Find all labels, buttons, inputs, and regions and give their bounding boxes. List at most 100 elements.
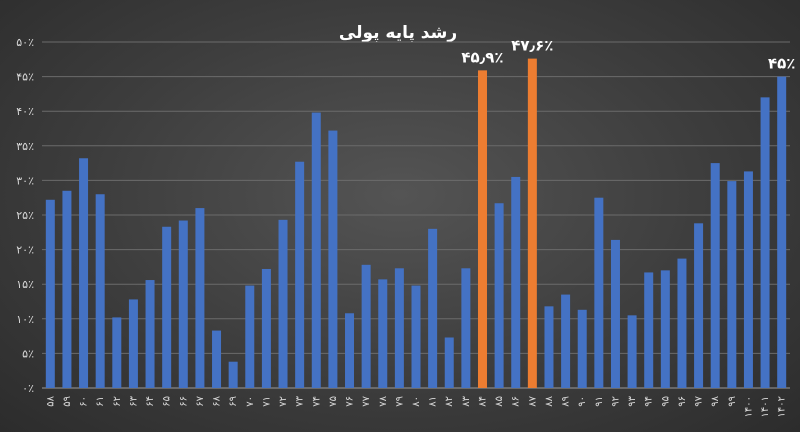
x-tick-label: ۶۰ [79, 396, 90, 407]
bar-27 [494, 203, 504, 388]
x-tick-label: ۸۳ [461, 395, 472, 406]
x-tick-label: ۹۵ [660, 396, 671, 407]
bar-7 [162, 226, 172, 388]
data-labels: ۴۵٫۹٪ ۴۷٫۶٪ ۴۵٪ [461, 37, 795, 73]
x-tick-label: ۷۲ [278, 396, 289, 407]
x-tick-label: ۸۶ [511, 396, 522, 407]
y-tick-label: ۵۰٪ [16, 36, 34, 49]
bar-37 [660, 270, 670, 388]
y-tick-label: ۱۰٪ [16, 313, 34, 326]
bar-0 [45, 199, 55, 388]
bar-26 [477, 70, 487, 388]
bar-9 [195, 208, 205, 388]
bar-38 [677, 258, 687, 388]
bar-30 [544, 306, 554, 388]
bar-32 [577, 309, 587, 388]
x-tick-label: ۶۳ [128, 395, 139, 406]
x-tick-label: ۱۴۰۲ [777, 396, 788, 417]
x-tick-label: ۶۲ [112, 396, 123, 407]
x-tick-label: ۶۵ [162, 396, 173, 407]
bar-28 [511, 176, 521, 388]
y-tick-label: ۱۵٪ [16, 278, 34, 291]
bar-21 [394, 268, 404, 388]
x-tick-label: ۶۱ [95, 396, 106, 407]
bar-25 [461, 268, 471, 388]
y-tick-label: ۳۵٪ [16, 140, 34, 153]
x-tick-label: ۷۵ [328, 396, 339, 407]
x-tick-label: ۷۸ [378, 395, 389, 406]
x-tick-label: ۸۲ [444, 396, 455, 407]
bar-24 [444, 337, 454, 388]
bar-42 [743, 171, 753, 388]
x-tick-label: ۵۹ [62, 396, 73, 407]
x-tick-label: ۹۶ [677, 396, 688, 407]
x-tick-label: ۷۹ [394, 396, 405, 407]
bar-16 [311, 112, 321, 389]
bar-44 [777, 76, 787, 388]
bar-14 [278, 219, 288, 388]
x-tick-label: ۹۴ [644, 396, 655, 407]
bar-4 [112, 317, 122, 388]
x-tick-label: ۸۱ [428, 396, 439, 407]
x-tick-label: ۸۵ [494, 396, 505, 407]
x-tick-label: ۶۸ [212, 395, 223, 406]
y-tick-label: ۲۰٪ [16, 244, 34, 257]
x-tick-label: ۸۹ [561, 396, 572, 407]
bar-33 [594, 197, 604, 388]
bar-41 [727, 181, 737, 388]
y-tick-label: ۴۰٪ [16, 105, 34, 118]
data-label-44: ۴۵٪ [768, 55, 795, 73]
y-tick-label: ۴۵٪ [16, 71, 34, 84]
bar-40 [710, 163, 720, 388]
bar-6 [145, 280, 155, 388]
x-tick-label: ۷۳ [295, 395, 306, 406]
x-tick-label: ۵۸ [45, 395, 56, 406]
data-label-29: ۴۷٫۶٪ [511, 37, 553, 55]
x-tick-label: ۱۴۰۱ [760, 396, 771, 417]
x-tick-label: ۹۳ [627, 395, 638, 406]
x-tick-label: ۶۹ [228, 396, 239, 407]
x-tick-label: ۹۹ [727, 396, 738, 407]
bar-35 [627, 315, 637, 388]
bar-1 [62, 190, 72, 388]
bar-20 [378, 279, 388, 388]
x-tick-label: ۹۸ [710, 395, 721, 406]
bar-5 [128, 299, 138, 388]
data-label-26: ۴۵٫۹٪ [461, 48, 503, 66]
bar-29 [527, 58, 537, 388]
bar-15 [295, 161, 305, 388]
bar-8 [178, 220, 188, 388]
x-tick-label: ۹۷ [694, 395, 705, 406]
x-tick-label: ۷۷ [361, 395, 372, 406]
y-axis-ticks: ۰٪ ۵٪ ۱۰٪ ۱۵٪ ۲۰٪ ۲۵٪ ۳۰٪ ۳۵٪ ۴۰٪ ۴۵٪ ۵۰٪ [16, 36, 34, 395]
y-tick-label: ۵٪ [22, 347, 34, 360]
x-tick-label: ۸۸ [544, 395, 555, 406]
chart-title: رشد پایه پولی [339, 23, 457, 43]
x-tick-label: ۸۴ [477, 396, 488, 407]
x-tick-label: ۹۱ [594, 396, 605, 407]
x-tick-label: ۷۶ [345, 396, 356, 407]
bar-12 [245, 285, 255, 388]
bar-34 [610, 239, 620, 388]
bar-31 [561, 294, 571, 388]
bar-36 [644, 272, 654, 388]
y-tick-label: ۳۰٪ [16, 174, 34, 187]
x-tick-label: ۶۶ [178, 396, 189, 407]
bar-17 [328, 130, 338, 389]
bar-22 [411, 285, 421, 388]
y-tick-label: ۰٪ [22, 382, 34, 395]
bar-18 [345, 313, 355, 388]
x-tick-label: ۱۴۰۰ [743, 396, 754, 417]
bars [45, 58, 787, 389]
bar-43 [760, 97, 770, 389]
x-tick-label: ۹۰ [577, 396, 588, 407]
bar-10 [212, 330, 222, 388]
bar-39 [694, 223, 704, 388]
x-tick-label: ۷۴ [311, 396, 322, 407]
bar-13 [261, 268, 271, 388]
x-tick-label: ۷۱ [261, 396, 272, 407]
x-tick-label: ۷۰ [245, 396, 256, 407]
x-axis-ticks: ۵۸ ۵۹ ۶۰ ۶۱ ۶۲ ۶۳ ۶۴ ۶۵ ۶۶ ۶۷ ۶۸ ۶۹ ۷۰ ۷۱ ۷۲ ۷۳ ۷۴ ۷۵ ۷۶ ۷۷… [45, 395, 787, 417]
bar-2 [79, 158, 89, 388]
